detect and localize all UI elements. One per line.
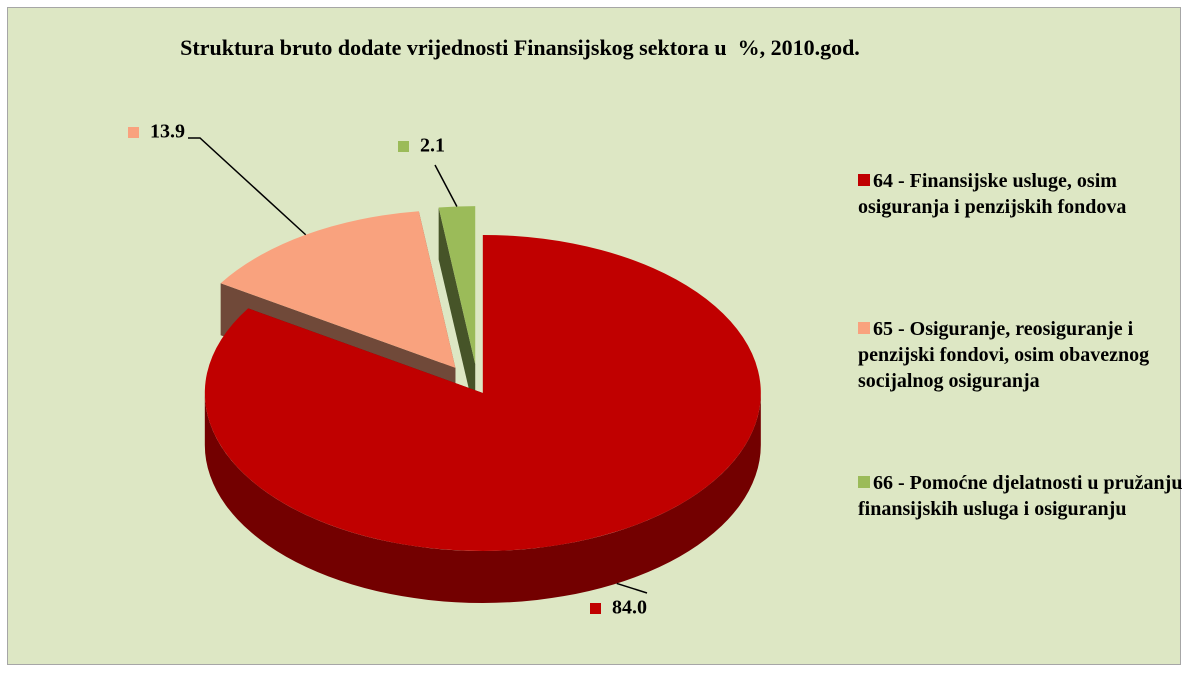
legend-swatch <box>858 476 870 488</box>
legend-label: 65 - Osiguranje, reosiguranje i penzijsk… <box>858 318 1150 392</box>
label-marker <box>128 127 139 138</box>
legend-label: 64 - Finansijske usluge, osim osiguranja… <box>858 170 1127 218</box>
label-marker <box>590 603 601 614</box>
slice <box>438 206 476 365</box>
legend-swatch <box>858 322 870 334</box>
data-label: 13.9 <box>150 121 185 143</box>
leader-line <box>188 137 307 236</box>
leader-line <box>616 582 648 594</box>
legend-label: 66 - Pomoćne djelatnosti u pružanju fina… <box>858 472 1183 520</box>
legend-entry: 66 - Pomoćne djelatnosti u pružanju fina… <box>858 470 1188 522</box>
data-label: 2.1 <box>420 135 445 157</box>
slice <box>204 234 761 551</box>
legend-entry: 64 - Finansijske usluge, osim osiguranja… <box>858 168 1188 220</box>
slice <box>204 234 761 603</box>
slice <box>220 211 456 368</box>
slice-face <box>438 207 476 417</box>
slice-side <box>204 392 761 603</box>
leader-line <box>434 164 458 207</box>
slice <box>438 206 476 417</box>
legend-entry: 65 - Osiguranje, reosiguranje i penzijsk… <box>858 316 1188 394</box>
legend-swatch <box>858 174 870 186</box>
label-marker <box>398 141 409 152</box>
chart-title: Struktura bruto dodate vrijednosti Finan… <box>180 35 860 60</box>
data-label: 84.0 <box>612 597 647 619</box>
